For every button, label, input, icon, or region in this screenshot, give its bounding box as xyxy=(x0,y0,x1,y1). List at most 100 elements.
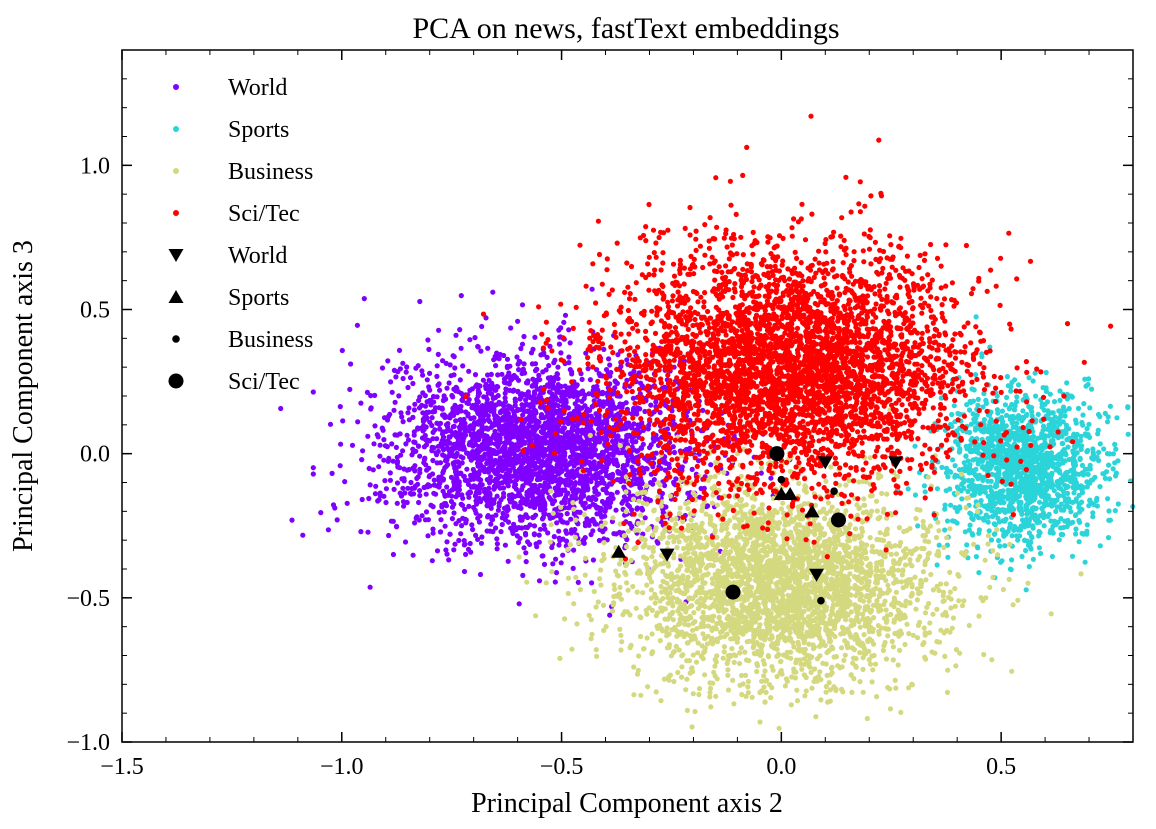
scatter-point xyxy=(614,489,620,495)
scatter-point xyxy=(592,466,598,472)
scatter-point xyxy=(483,426,489,432)
scatter-point xyxy=(456,433,462,439)
scatter-point xyxy=(539,404,545,410)
scatter-point xyxy=(1070,461,1077,467)
scatter-point xyxy=(574,445,580,451)
scatter-point xyxy=(543,486,549,493)
scatter-point xyxy=(392,399,398,405)
scatter-point xyxy=(996,460,1002,466)
scatter-point xyxy=(1062,408,1068,414)
scatter-point xyxy=(481,455,487,461)
scatter-point xyxy=(1064,469,1070,475)
scatter-point xyxy=(574,422,581,428)
scatter-point xyxy=(337,463,343,469)
scatter-point xyxy=(445,421,451,427)
scatter-point xyxy=(478,348,484,354)
scatter-point xyxy=(569,486,575,492)
scatter-point xyxy=(555,382,561,388)
scatter-point xyxy=(543,439,549,445)
scatter-point xyxy=(547,458,553,464)
scatter-point xyxy=(579,376,585,382)
scatter-point xyxy=(388,518,394,524)
scatter-point xyxy=(721,469,727,476)
scatter-point xyxy=(1070,499,1076,505)
scatter-point xyxy=(451,482,457,488)
scatter-point xyxy=(568,479,574,485)
scatter-point xyxy=(638,478,644,484)
scatter-point xyxy=(412,439,418,445)
scatter-point xyxy=(1064,437,1070,443)
scatter-point xyxy=(585,366,591,372)
scatter-point xyxy=(391,486,397,492)
scatter-point xyxy=(983,400,990,406)
scatter-point xyxy=(1033,476,1039,482)
scatter-point xyxy=(354,322,360,328)
scatter-point xyxy=(531,532,538,538)
scatter-point xyxy=(372,423,378,429)
scatter-point xyxy=(325,527,331,533)
scatter-point xyxy=(614,436,620,442)
scatter-point xyxy=(524,524,531,531)
scatter-point xyxy=(422,455,428,461)
scatter-point xyxy=(483,315,489,321)
scatter-point xyxy=(992,484,998,490)
scatter-point xyxy=(492,428,498,434)
scatter-point xyxy=(477,383,483,389)
scatter-point xyxy=(420,416,426,422)
scatter-point xyxy=(394,480,401,486)
scatter-point xyxy=(462,506,468,512)
scatter-point xyxy=(1028,466,1034,473)
scatter-point xyxy=(349,442,356,448)
scatter-point xyxy=(1035,411,1041,417)
scatter-point xyxy=(1043,388,1049,394)
scatter-point xyxy=(560,552,566,558)
scatter-point xyxy=(614,380,621,386)
scatter-point xyxy=(452,459,458,465)
scatter-point xyxy=(912,443,918,449)
scatter-point xyxy=(1025,501,1031,508)
scatter-point xyxy=(600,435,606,441)
scatter-point xyxy=(545,475,551,481)
scatter-point xyxy=(574,429,581,435)
scatter-point xyxy=(539,516,546,522)
scatter-point xyxy=(602,466,608,472)
scatter-point xyxy=(1038,486,1044,492)
scatter-point xyxy=(603,447,610,454)
scatter-point xyxy=(438,517,444,523)
scatter-point xyxy=(570,565,576,572)
scatter-point xyxy=(501,459,507,465)
scatter-point xyxy=(367,584,373,590)
scatter-point xyxy=(449,504,455,510)
scatter-point xyxy=(1019,417,1025,424)
scatter-point xyxy=(505,483,511,489)
scatter-point xyxy=(1087,466,1093,472)
scatter-point xyxy=(952,518,958,524)
scatter-point xyxy=(527,541,533,548)
scatter-point xyxy=(610,471,616,477)
scatter-point xyxy=(435,448,441,454)
scatter-point xyxy=(954,484,961,490)
scatter-point xyxy=(1031,505,1037,511)
scatter-point xyxy=(1000,518,1006,524)
scatter-point xyxy=(540,553,546,559)
scatter-point xyxy=(1074,431,1080,438)
scatter-point xyxy=(1013,468,1019,474)
scatter-point xyxy=(593,496,599,502)
scatter-point xyxy=(623,400,629,406)
scatter-point xyxy=(366,495,372,502)
scatter-point xyxy=(968,511,974,517)
scatter-point xyxy=(1110,451,1116,457)
scatter-point xyxy=(517,442,523,448)
scatter-point xyxy=(1041,459,1047,466)
scatter-point xyxy=(497,410,504,416)
scatter-point xyxy=(475,536,481,543)
scatter-point xyxy=(562,616,568,622)
scatter-point xyxy=(528,462,534,468)
scatter-point xyxy=(492,435,498,442)
scatter-point xyxy=(383,486,389,492)
scatter-point xyxy=(607,612,613,618)
scatter-point xyxy=(365,529,371,535)
scatter-point xyxy=(446,380,452,386)
scatter-point xyxy=(507,404,513,410)
scatter-point xyxy=(1028,510,1035,516)
